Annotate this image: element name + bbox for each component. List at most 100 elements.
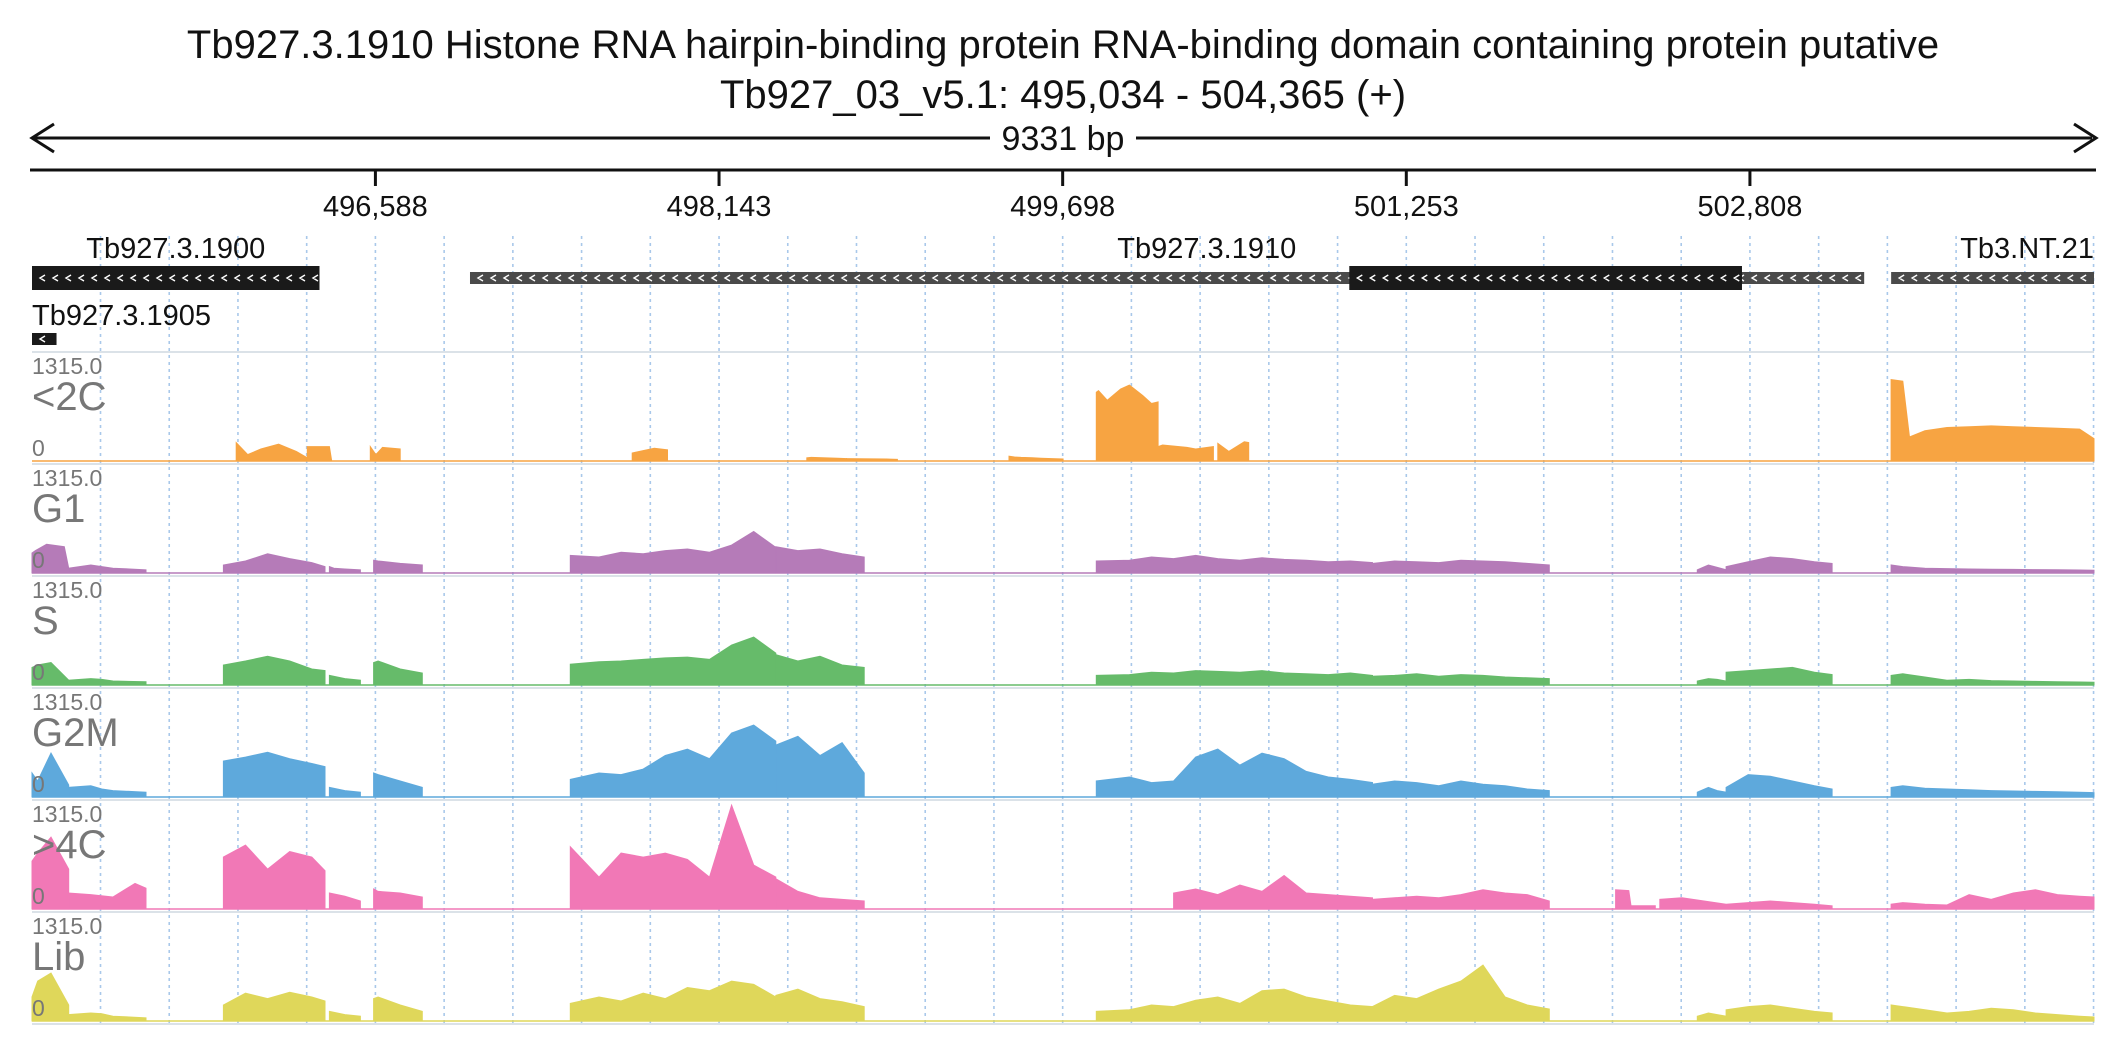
coverage-area-segment [775, 735, 865, 798]
track-zero-label: 0 [32, 771, 45, 797]
coverage-track: 1315.0>4C 0 [31, 799, 2095, 910]
coverage-area-segment [1890, 1004, 2095, 1022]
coverage-area-segment [1890, 564, 2095, 574]
gene-label: Tb927.3.1905 [32, 300, 211, 332]
coverage-area-segment [631, 447, 668, 462]
axis-tick-label: 498,143 [667, 191, 772, 223]
coverage-area-segment [569, 980, 777, 1022]
coverage-area-segment [1095, 384, 1159, 462]
coverage-area-segment [1008, 455, 1064, 462]
coverage-area-segment [1615, 889, 1656, 910]
gene-utr-bar [1891, 272, 2094, 284]
coverage-area-segment [306, 446, 348, 462]
gene-label: Tb927.3.1910 [1117, 233, 1296, 265]
coverage-area-segment [68, 678, 147, 686]
scale-bar: 9331 bp [29, 118, 2099, 158]
coverage-area-segment [1725, 774, 1833, 798]
coverage-area-segment [373, 996, 423, 1022]
coverage-area-segment [373, 772, 423, 798]
gene-Tb3.NT.21: Tb3.NT.21 [1891, 233, 2094, 284]
track-zero-label: 0 [32, 547, 45, 573]
coverage-area-segment [68, 882, 147, 910]
scale-left-arrow-icon [29, 122, 55, 154]
coverage-area-segment [1890, 889, 2095, 910]
scale-right-arrow-icon [2073, 122, 2099, 154]
track-max-label: 1315.0 [32, 577, 102, 603]
coverage-area-segment [1696, 1012, 1727, 1022]
coverage-area-segment [569, 724, 777, 798]
coverage-area-segment [68, 785, 147, 798]
coverage-area-segment [569, 530, 777, 574]
coverage-area-segment [222, 844, 326, 910]
coverage-area-segment [1372, 673, 1550, 686]
track-zero-label: 0 [32, 435, 45, 461]
gene-Tb927.3.1910: Tb927.3.1910 [469, 233, 1865, 290]
coverage-area-segment [1173, 874, 1373, 910]
track-name-label: >4C [32, 823, 107, 867]
gene-cds-bar [1349, 266, 1742, 290]
coverage-area-segment [1890, 785, 2095, 798]
axis-tick-label: 501,253 [1354, 191, 1459, 223]
track-max-label: 1315.0 [32, 689, 102, 715]
track-zero-label: 0 [32, 883, 45, 909]
axis-tick-label: 496,588 [323, 191, 428, 223]
track-name-label: S [32, 599, 59, 643]
coverage-area-segment [1725, 666, 1833, 686]
scale-label-bg [990, 118, 1136, 158]
coverage-area-segment [569, 803, 777, 910]
coverage-area-segment [775, 988, 865, 1022]
coverage-area-segment [373, 559, 423, 574]
track-name-label: G2M [32, 711, 119, 755]
coverage-area-segment [775, 654, 865, 686]
coverage-area-segment [1659, 897, 1833, 910]
coverage-area-segment [1095, 748, 1373, 798]
gene-Tb927.3.1900: Tb927.3.1900 [32, 233, 320, 290]
track-max-label: 1315.0 [32, 801, 102, 827]
chart-subtitle: Tb927_03_v5.1: 495,034 - 504,365 (+) [720, 73, 1406, 117]
gene-Tb927.3.1905: Tb927.3.1905 [32, 300, 211, 345]
coverage-area-segment [1217, 441, 1250, 462]
coverage-area-segment [222, 553, 326, 574]
coverage-area-segment [68, 1012, 147, 1022]
coverage-area-segment [1095, 554, 1373, 574]
coverage-area-segment [1696, 786, 1727, 798]
gene-label: Tb927.3.1900 [86, 233, 265, 265]
track-name-label: <2C [32, 375, 107, 419]
coverage-area-segment [1157, 444, 1214, 462]
coverage-area-segment [775, 546, 865, 574]
coverage-area-segment [328, 786, 361, 798]
axis-tick-label: 499,698 [1010, 191, 1115, 223]
gene-cds-bar [32, 266, 320, 290]
coverage-track: 1315.0S 0 [31, 575, 2095, 686]
coverage-area-segment [1725, 556, 1833, 574]
strand-arrow-icon [38, 274, 319, 282]
track-max-label: 1315.0 [32, 353, 102, 379]
gene-label: Tb3.NT.21 [1960, 233, 2094, 265]
coverage-area-segment [1372, 964, 1550, 1022]
coverage-area-segment [1372, 559, 1550, 574]
coverage-area-segment [328, 1010, 361, 1022]
coverage-track: 1315.0<2C 0 [32, 351, 2095, 462]
track-name-label: G1 [32, 487, 85, 531]
coverage-area-segment [373, 660, 423, 686]
coverage-area-segment [369, 445, 401, 462]
coverage-area-segment [1890, 673, 2095, 686]
axis-ticks: 496,588 498,143 499,698 501,253 502,808 [323, 170, 1802, 223]
coverage-area-segment [328, 565, 361, 574]
coverage-area-segment [328, 892, 361, 910]
coverage-area-segment [68, 564, 147, 574]
track-zero-label: 0 [32, 995, 45, 1021]
coverage-area-segment [373, 888, 423, 910]
coverage-area-segment [1890, 379, 2095, 462]
coverage-area-segment [569, 636, 777, 686]
strand-arrow-icon [1897, 274, 2087, 282]
coverage-tracks: 1315.0<2C01315.0G101315.0S01315.0G2M0131… [31, 351, 2095, 1025]
position-axis: 496,588 498,143 499,698 501,253 502,808 [30, 168, 2096, 1024]
coverage-area-segment [222, 991, 326, 1022]
track-max-label: 1315.0 [32, 465, 102, 491]
strand-arrow-icon [38, 335, 46, 343]
track-name-label: Lib [32, 935, 85, 979]
